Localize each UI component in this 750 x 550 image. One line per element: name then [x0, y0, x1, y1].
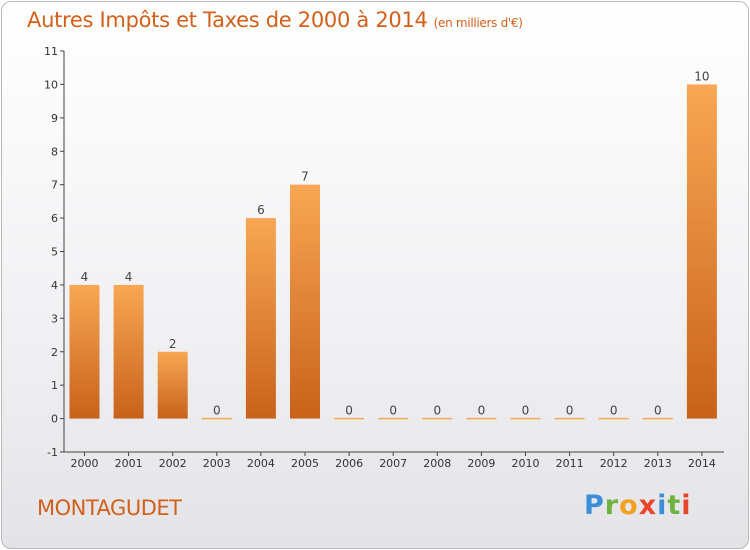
- proxiti-logo: Proxiti: [584, 490, 692, 521]
- x-tick-label: 2006: [335, 457, 363, 470]
- x-tick-label: 2000: [71, 457, 99, 470]
- x-tick-label: 2008: [423, 457, 451, 470]
- data-label: 0: [566, 404, 574, 418]
- x-tick-label: 2002: [159, 457, 187, 470]
- logo-letter: x: [638, 490, 658, 521]
- y-tick-label: 4: [51, 279, 58, 292]
- logo-letter: i: [681, 490, 692, 521]
- y-tick-label: 7: [51, 179, 58, 192]
- data-label: 10: [694, 69, 709, 83]
- y-tick-label: 0: [51, 413, 58, 426]
- bar: [157, 351, 188, 419]
- x-tick-label: 2010: [512, 457, 540, 470]
- logo-letter: o: [619, 490, 639, 521]
- data-label: 0: [478, 404, 486, 418]
- y-tick-label: 9: [51, 112, 58, 125]
- x-tick-label: 2004: [247, 457, 275, 470]
- bar: [113, 284, 144, 419]
- data-label: 0: [610, 404, 618, 418]
- x-tick-label: 2013: [644, 457, 672, 470]
- chart-labels: 4 4 2 0 6 7 0 0 0 0 0 0 0 0 10: [81, 69, 710, 417]
- commune-name: MONTAGUDET: [37, 496, 182, 520]
- data-label: 0: [213, 404, 221, 418]
- data-label: 7: [301, 170, 309, 184]
- data-label: 2: [169, 337, 177, 351]
- logo-letter: P: [584, 490, 605, 521]
- logo-letter: t: [667, 490, 682, 521]
- x-tick-label: 2007: [379, 457, 407, 470]
- x-tick-label: 2014: [688, 457, 716, 470]
- data-label: 4: [125, 270, 133, 284]
- y-tick-label: 6: [51, 212, 58, 225]
- y-tick-label: 2: [51, 346, 58, 359]
- data-label: 0: [433, 404, 441, 418]
- x-tick-label: 2005: [291, 457, 319, 470]
- x-tick-label: 2009: [467, 457, 495, 470]
- data-label: 6: [257, 203, 265, 217]
- logo-letter: r: [604, 490, 620, 521]
- x-tick-label: 2011: [556, 457, 584, 470]
- bar: [245, 218, 276, 419]
- bar: [290, 184, 320, 419]
- chart-title-text: Autres Impôts et Taxes de 2000 à 2014: [27, 8, 428, 32]
- chart-title: Autres Impôts et Taxes de 2000 à 2014 (en…: [27, 8, 523, 32]
- data-label: 0: [654, 404, 662, 418]
- chart-unit: (en milliers d'€): [433, 16, 523, 30]
- data-label: 0: [345, 404, 353, 418]
- x-tick-label: 2001: [115, 457, 143, 470]
- data-label: 0: [522, 404, 530, 418]
- y-tick-label: 5: [51, 246, 58, 259]
- x-tick-label: 2012: [600, 457, 628, 470]
- y-tick-label: 3: [51, 312, 58, 325]
- y-tick-label: 8: [51, 145, 58, 158]
- y-tick-label: 10: [44, 78, 58, 91]
- data-label: 0: [389, 404, 397, 418]
- y-tick-label: 1: [51, 379, 58, 392]
- y-tick-label: -1: [47, 446, 58, 459]
- bar: [686, 84, 717, 419]
- logo-letter: i: [657, 490, 668, 521]
- chart-bars: [69, 84, 717, 420]
- y-tick-label: 11: [44, 45, 58, 58]
- bar: [69, 284, 100, 419]
- x-tick-label: 2003: [203, 457, 231, 470]
- data-label: 4: [81, 270, 89, 284]
